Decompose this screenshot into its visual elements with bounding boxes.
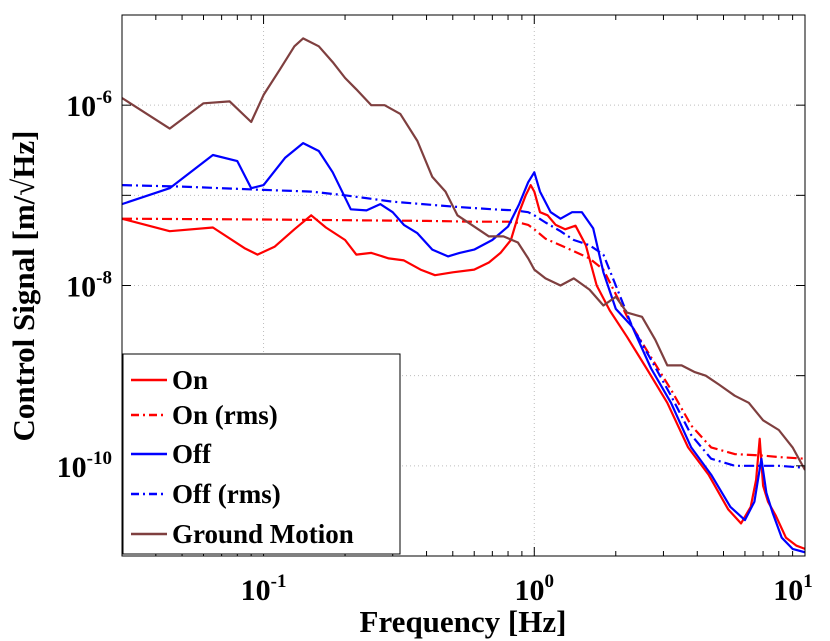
legend-label: Off (rms) bbox=[172, 479, 281, 509]
y-tick-label-base: 10 bbox=[66, 271, 96, 304]
x-tick-label-base: 10 bbox=[241, 574, 271, 607]
x-axis-title: Frequency [Hz] bbox=[360, 604, 567, 639]
x-tick-label-exp: 0 bbox=[545, 571, 555, 592]
legend-label: Off bbox=[172, 439, 212, 469]
y-tick-label-exp: -10 bbox=[87, 448, 112, 469]
y-axis-title: Control Signal [m/√Hz] bbox=[6, 131, 41, 442]
y-tick-label-exp: -6 bbox=[96, 87, 112, 108]
legend-label: On (rms) bbox=[172, 400, 278, 430]
series-line-off bbox=[122, 142, 805, 554]
series-line-ground-motion bbox=[122, 37, 805, 471]
y-tick-label-base: 10 bbox=[57, 451, 87, 484]
y-tick-label: 10-6 bbox=[66, 87, 112, 123]
y-tick-label-base: 10 bbox=[66, 90, 96, 123]
legend-label: On bbox=[172, 365, 208, 395]
x-tick-label: 100 bbox=[515, 571, 555, 607]
x-tick-label-base: 10 bbox=[773, 574, 803, 607]
legend: On On (rms) Off Off (rms) Ground Motion bbox=[122, 353, 401, 555]
series-group bbox=[122, 37, 805, 554]
x-tick-label: 101 bbox=[773, 571, 813, 607]
x-tick-label-exp: 1 bbox=[803, 571, 813, 592]
series-line-off-rms bbox=[122, 184, 805, 469]
x-tick-label-exp: -1 bbox=[271, 571, 287, 592]
legend-box bbox=[122, 353, 401, 555]
y-tick-label-exp: -8 bbox=[96, 268, 112, 289]
x-tick-labels: 10-1 100 101 bbox=[241, 571, 813, 607]
y-tick-label: 10-8 bbox=[66, 268, 112, 304]
y-tick-label: 10-10 bbox=[57, 448, 112, 484]
x-tick-label: 10-1 bbox=[241, 571, 287, 607]
legend-label: Ground Motion bbox=[172, 519, 354, 549]
x-tick-label-base: 10 bbox=[515, 574, 545, 607]
